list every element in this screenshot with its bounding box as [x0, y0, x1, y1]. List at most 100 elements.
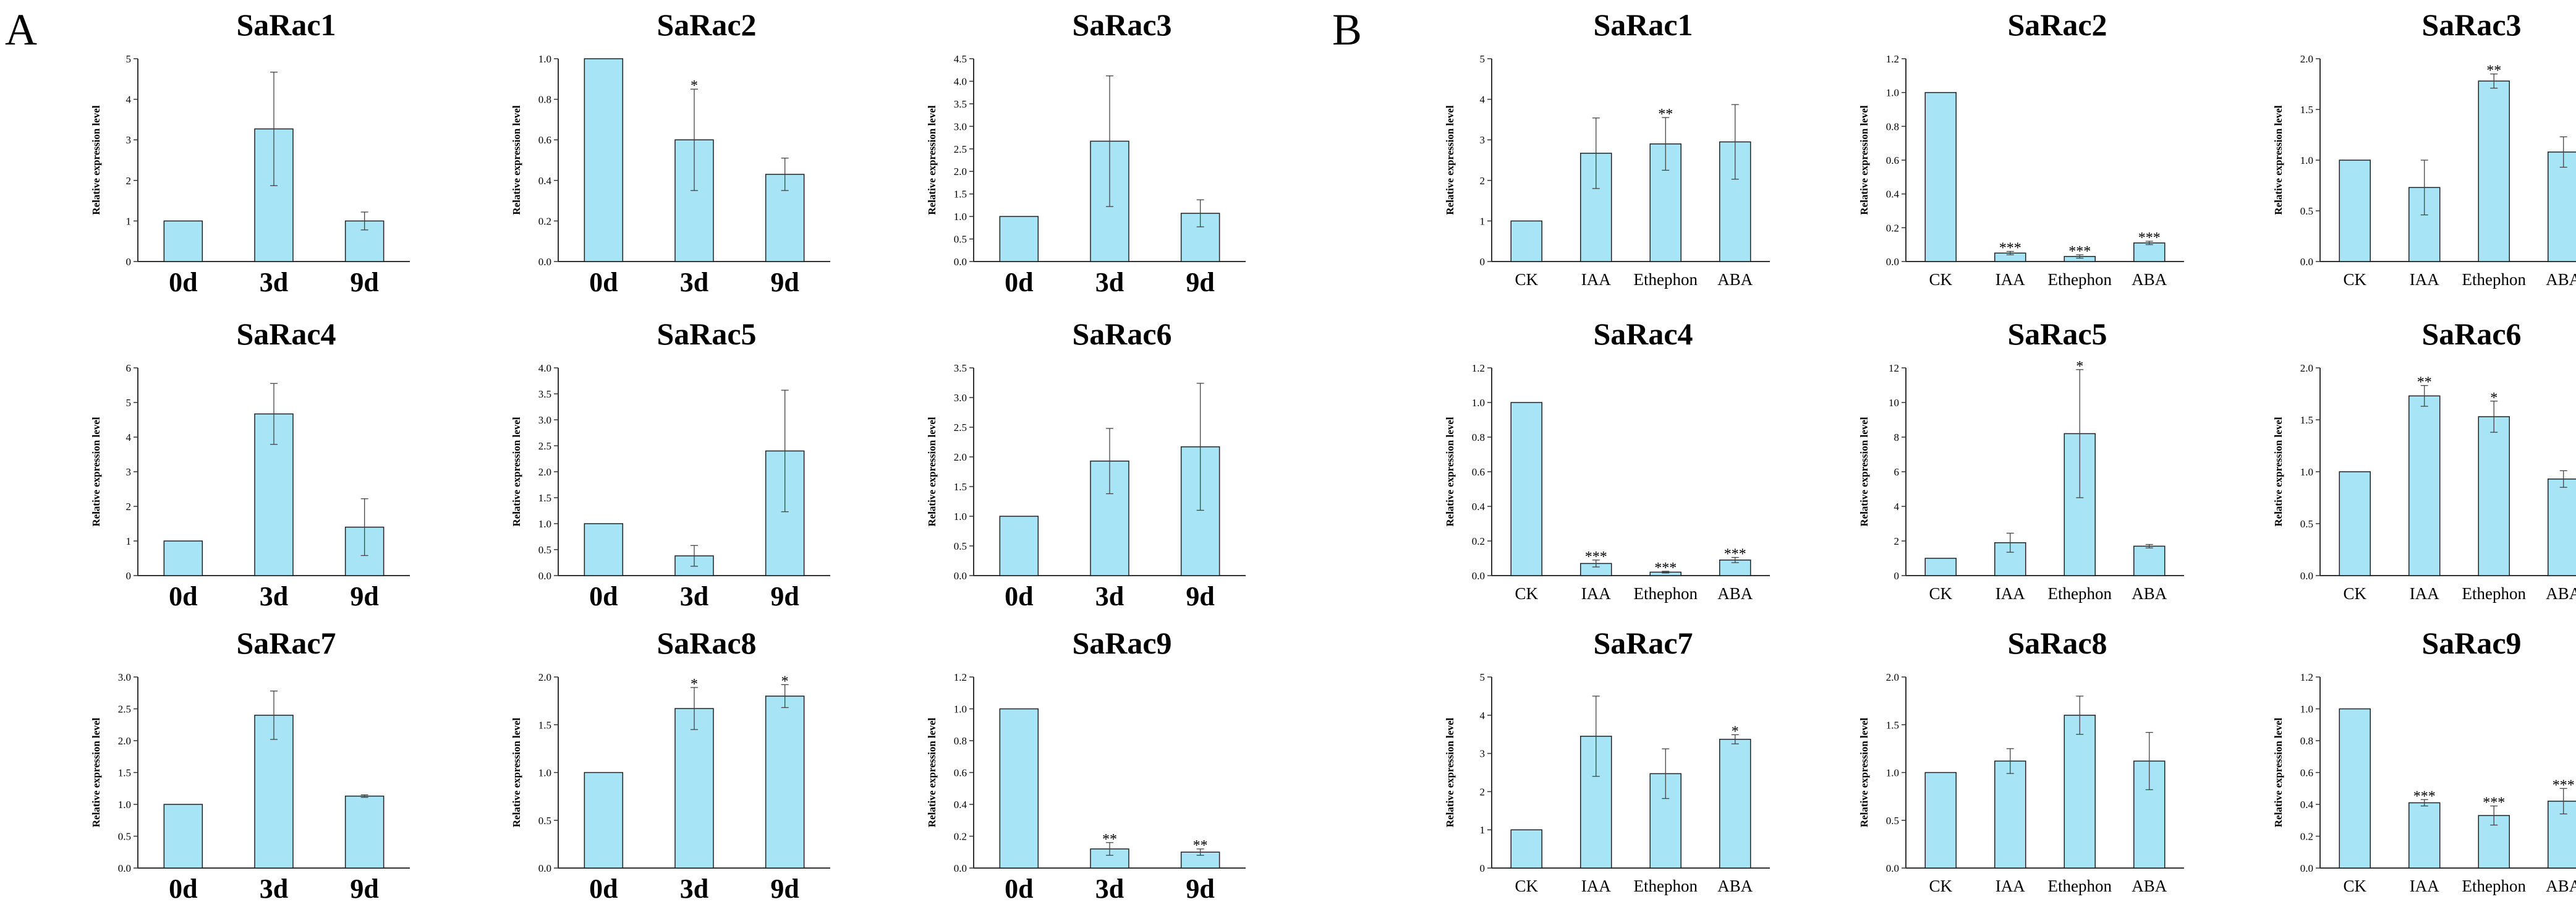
chart-a-sarac3-ylabel: Relative expression level	[926, 105, 938, 215]
chart-a-sarac7: SaRac7 Relative expression level 0.0 0.5 1.0…	[90, 626, 410, 904]
chart-a-sarac6-ytick-label: 2.0	[954, 451, 967, 463]
chart-a-sarac1-bar-0d	[163, 220, 203, 262]
chart-b-sarac7: SaRac7 Relative expression level 0 1 2 3 4 5 CK I…	[1444, 626, 1770, 895]
chart-a-sarac2-ytick-label: 0.8	[538, 94, 551, 106]
chart-b-sarac2-xtick-label: ABA	[2132, 270, 2167, 289]
chart-b-sarac5-ylabel: Relative expression level	[1858, 417, 1870, 526]
chart-b-sarac3-ylabel: Relative expression level	[2272, 105, 2284, 215]
chart-b-sarac1: SaRac1 Relative expression level 0 1 2 3 4 5 CK I…	[1444, 7, 1770, 289]
chart-b-sarac5-bar-ethephon	[2064, 433, 2096, 576]
chart-a-sarac2: SaRac2 Relative expression level 0.0 0.2 0.4…	[511, 7, 830, 297]
chart-b-sarac3: SaRac3 Relative expression level 0.0 0.5 1.0…	[2272, 7, 2576, 289]
chart-b-sarac2-ytick-label: 0.0	[1886, 256, 1899, 268]
chart-b-sarac6-ytick-label: 0.5	[2300, 518, 2313, 530]
chart-b-sarac4-title: SaRac4	[1593, 317, 1693, 351]
chart-a-sarac9-xtick-label: 0d	[1005, 874, 1033, 904]
chart-a-sarac3-ytick-label: 0.5	[954, 234, 967, 245]
chart-b-sarac5-ytick-label: 6	[1894, 466, 1900, 478]
chart-a-sarac3-ytick-label: 3.5	[954, 98, 967, 110]
chart-a-sarac8-ytick-label: 1.5	[538, 719, 551, 731]
chart-a-sarac8-significance: *	[691, 676, 698, 692]
chart-b-sarac8-ytick-label: 1.0	[1886, 767, 1899, 779]
chart-b-sarac3-xtick-label: IAA	[2410, 270, 2439, 289]
chart-a-sarac1-ytick-label: 1	[126, 215, 132, 227]
chart-a-sarac1-xtick-label: 9d	[350, 267, 378, 297]
chart-b-sarac6-bar-aba	[2548, 479, 2576, 576]
chart-a-sarac9-ytick-label: 0.6	[954, 767, 967, 779]
chart-a-sarac8-bar-0d	[584, 772, 624, 869]
chart-b-sarac6-ytick-label: 2.0	[2300, 362, 2313, 374]
chart-a-sarac5-xtick-label: 0d	[589, 581, 618, 611]
chart-b-sarac3-bar-ck	[2339, 160, 2371, 262]
chart-b-sarac6-title: SaRac6	[2421, 317, 2521, 351]
chart-b-sarac2-title: SaRac2	[2007, 7, 2107, 42]
chart-b-sarac5-ytick-label: 2	[1894, 535, 1900, 547]
chart-b-sarac5: SaRac5 Relative expression level 0 2 4 6 8 10 12…	[1858, 317, 2184, 603]
chart-a-sarac3-ytick-label: 0.0	[954, 256, 967, 268]
chart-b-sarac5-ytick-label: 8	[1894, 432, 1900, 443]
chart-a-sarac8-bar-9d	[765, 696, 805, 869]
chart-b-sarac4-significance: ***	[1585, 549, 1607, 565]
chart-a-sarac3-xtick-label: 0d	[1005, 267, 1033, 297]
chart-a-sarac9-ytick-label: 0.4	[954, 799, 967, 811]
chart-b-sarac3-title: SaRac3	[2421, 7, 2521, 42]
chart-b-sarac9-ylabel: Relative expression level	[2272, 718, 2284, 827]
chart-b-sarac3-ytick-label: 0.0	[2300, 256, 2313, 268]
chart-a-sarac1: SaRac1 Relative expression level 0 1 2 3 4 5 0d 3…	[90, 7, 410, 297]
chart-b-sarac8-xtick-label: IAA	[1996, 877, 2025, 895]
chart-a-sarac6-ytick-label: 0.0	[954, 570, 967, 582]
chart-a-sarac3-ytick-label: 3.0	[954, 121, 967, 132]
chart-b-sarac4-significance: ***	[1724, 547, 1746, 563]
chart-a-sarac9-bar-0d	[999, 708, 1039, 869]
chart-b-sarac7-ytick-label: 1	[1480, 824, 1486, 836]
chart-b-sarac6-xtick-label: CK	[2343, 584, 2366, 603]
chart-a-sarac3-xtick-label: 3d	[1095, 267, 1124, 297]
chart-b-sarac2: SaRac2 Relative expression level 0.0 0.2 0.4…	[1858, 7, 2184, 289]
chart-b-sarac6-significance: **	[2417, 375, 2432, 391]
chart-a-sarac9-bar-3d	[1090, 848, 1129, 869]
chart-a-sarac4-ylabel: Relative expression level	[90, 417, 102, 526]
chart-a-sarac5-title: SaRac5	[657, 317, 756, 351]
chart-a-sarac1-title: SaRac1	[236, 7, 336, 42]
chart-a-sarac4-bar-0d	[163, 540, 203, 576]
chart-a-sarac3-ytick-label: 1.5	[954, 189, 967, 200]
chart-b-sarac8-xtick-label: Ethephon	[2048, 877, 2112, 895]
chart-b-sarac2-xtick-label: IAA	[1996, 270, 2025, 289]
chart-b-sarac6-bar-ethephon	[2478, 416, 2510, 576]
chart-b-sarac4-bar-ck	[1510, 402, 1542, 576]
chart-a-sarac2-xtick-label: 3d	[680, 267, 708, 297]
chart-a-sarac9-ylabel: Relative expression level	[926, 718, 938, 827]
chart-b-sarac4-ytick-label: 0.4	[1472, 501, 1486, 513]
chart-b-sarac3-bar-aba	[2548, 151, 2576, 262]
chart-a-sarac3-ytick-label: 4.0	[954, 75, 967, 87]
chart-b-sarac9-significance: ***	[2553, 777, 2575, 793]
chart-a-sarac4-ytick-label: 2	[126, 501, 132, 513]
chart-a-sarac8-xtick-label: 9d	[770, 874, 799, 904]
chart-a-sarac4-ytick-label: 6	[126, 362, 132, 374]
chart-b-sarac9-ytick-label: 0.8	[2300, 735, 2313, 747]
chart-a-sarac4: SaRac4 Relative expression level 0 1 2 3 4 5 6 0d…	[90, 317, 410, 611]
chart-b-sarac1-ylabel: Relative expression level	[1444, 105, 1456, 215]
chart-a-sarac2-ytick-label: 0.4	[538, 175, 552, 187]
chart-a-sarac2-ytick-label: 0.6	[538, 134, 551, 146]
chart-b-sarac1-ytick-label: 5	[1480, 53, 1486, 65]
chart-a-sarac7-ytick-label: 1.5	[118, 767, 131, 779]
chart-a-sarac4-xtick-label: 0d	[169, 581, 197, 611]
chart-a-sarac5-ylabel: Relative expression level	[511, 417, 522, 526]
chart-b-sarac9-significance: ***	[2483, 795, 2505, 811]
chart-b-sarac4-ytick-label: 0.2	[1472, 535, 1485, 547]
chart-b-sarac2-bar-aba	[2133, 242, 2166, 262]
chart-b-sarac8-xtick-label: ABA	[2132, 877, 2167, 895]
chart-a-sarac6-xtick-label: 0d	[1005, 581, 1033, 611]
chart-a-sarac5-ytick-label: 4.0	[538, 362, 551, 374]
chart-b-sarac4-ytick-label: 1.2	[1472, 362, 1485, 374]
chart-b-sarac5-xtick-label: CK	[1929, 584, 1952, 603]
chart-b-sarac3-xtick-label: ABA	[2546, 270, 2576, 289]
chart-b-sarac9-ytick-label: 1.2	[2300, 671, 2313, 683]
chart-a-sarac5-ytick-label: 0.5	[538, 544, 551, 556]
chart-b-sarac5-xtick-label: IAA	[1996, 584, 2025, 603]
chart-a-sarac5-ytick-label: 1.5	[538, 492, 551, 504]
chart-a-sarac8-ylabel: Relative expression level	[511, 718, 522, 827]
